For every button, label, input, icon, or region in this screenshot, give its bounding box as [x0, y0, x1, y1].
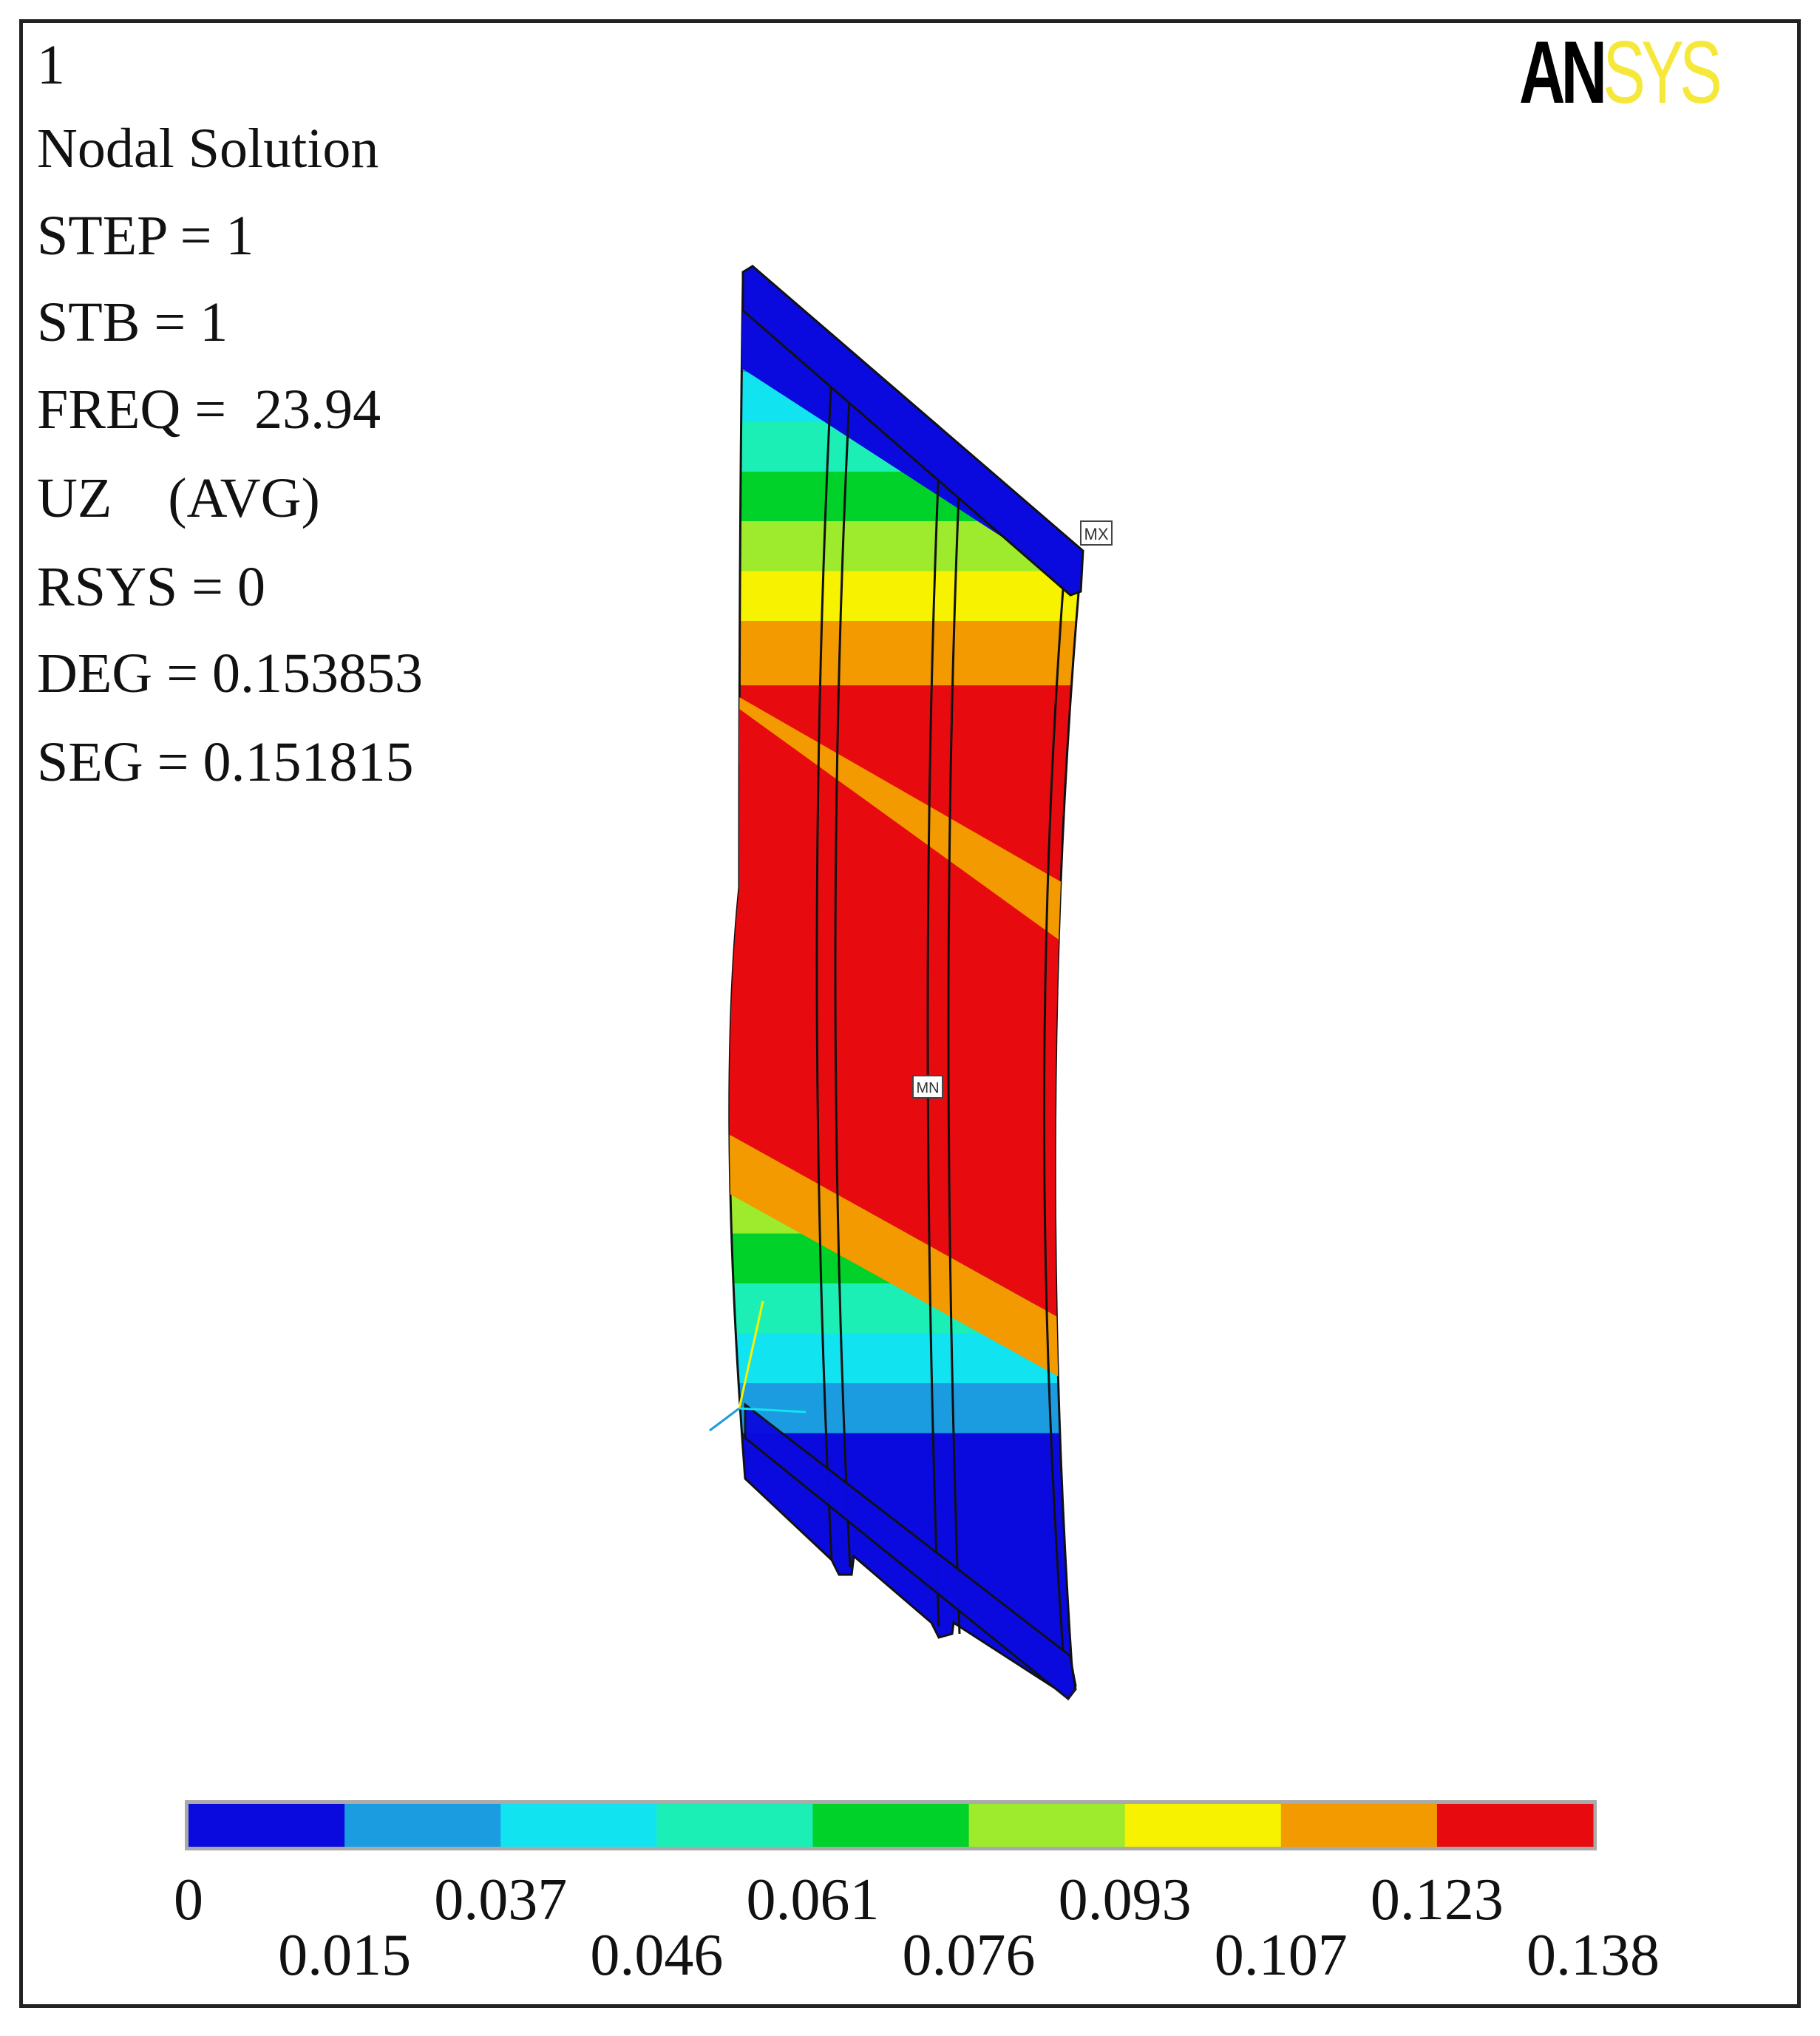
legend-tick-label: 0.046 [590, 1923, 724, 1988]
max-marker: MX [1080, 520, 1113, 546]
legend-tick-label: 0.123 [1370, 1867, 1504, 1932]
seg-value: SEG = 0.151815 [37, 731, 414, 793]
legend-tick-label: 0 [174, 1867, 203, 1932]
step-value: STEP = 1 [37, 205, 254, 267]
frequency-value: FREQ = 23.94 [37, 379, 381, 441]
legend-tick-label: 0.015 [278, 1923, 412, 1988]
deg-value: DEG = 0.153853 [37, 642, 424, 705]
legend-color-swatch [189, 1804, 345, 1847]
legend-tick-label: 0.107 [1214, 1923, 1348, 1988]
ansys-logo: ANSYS [1519, 23, 1722, 122]
min-marker: MN [912, 1075, 943, 1099]
legend-tick-label: 0.037 [434, 1867, 568, 1932]
legend-tick-label: 0.061 [746, 1867, 880, 1932]
legend-color-swatch [1280, 1804, 1438, 1847]
legend-color-swatch [968, 1804, 1126, 1847]
svg-text:MN: MN [916, 1080, 939, 1096]
legend-color-swatch [344, 1804, 501, 1847]
legend-tick-label: 0.093 [1058, 1867, 1192, 1932]
legend-color-swatch [1436, 1804, 1594, 1847]
legend-color-swatch [656, 1804, 813, 1847]
top-edge-flange [741, 265, 1084, 597]
legend-color-swatch [500, 1804, 657, 1847]
bottom-edge-flange [744, 1402, 1077, 1701]
svg-text:MX: MX [1084, 525, 1109, 543]
stiffener-ribs [815, 373, 1066, 1672]
result-component: UZ (AVG) [37, 467, 320, 529]
substep-value: STB = 1 [37, 291, 228, 353]
coordinate-triad [709, 1300, 807, 1432]
legend-tick-label: 0.076 [902, 1923, 1036, 1988]
legend-color-swatch [812, 1804, 970, 1847]
legend-tick-label: 0.138 [1527, 1923, 1660, 1988]
legend-color-swatch [1124, 1804, 1282, 1847]
window-number: 1 [37, 34, 65, 96]
rsys-value: RSYS = 0 [37, 556, 265, 618]
result-type: Nodal Solution [37, 118, 379, 180]
